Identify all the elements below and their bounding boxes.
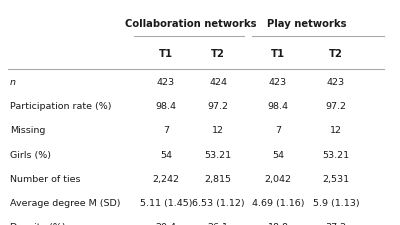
Text: 7: 7: [275, 126, 281, 135]
Text: 423: 423: [157, 78, 175, 87]
Text: 97.2: 97.2: [208, 102, 228, 111]
Text: Average degree M (SD): Average degree M (SD): [10, 199, 120, 208]
Text: Girls (%): Girls (%): [10, 151, 51, 160]
Text: 53.21: 53.21: [204, 151, 232, 160]
Text: 424: 424: [209, 78, 227, 87]
Text: 54: 54: [160, 151, 172, 160]
Text: 54: 54: [272, 151, 284, 160]
Text: 5.11 (1.45): 5.11 (1.45): [140, 199, 192, 208]
Text: 98.4: 98.4: [268, 102, 288, 111]
Text: T2: T2: [211, 49, 225, 59]
Text: Number of ties: Number of ties: [10, 175, 80, 184]
Text: 6.53 (1.12): 6.53 (1.12): [192, 199, 244, 208]
Text: 5.9 (1.13): 5.9 (1.13): [313, 199, 359, 208]
Text: 2,242: 2,242: [152, 175, 180, 184]
Text: 12: 12: [330, 126, 342, 135]
Text: 7: 7: [163, 126, 169, 135]
Text: Participation rate (%): Participation rate (%): [10, 102, 112, 111]
Text: 2,531: 2,531: [322, 175, 350, 184]
Text: Play networks: Play networks: [268, 19, 347, 29]
Text: Missing: Missing: [10, 126, 45, 135]
Text: 20.4: 20.4: [156, 223, 176, 225]
Text: 18.8: 18.8: [268, 223, 288, 225]
Text: T1: T1: [159, 49, 173, 59]
Text: 2,042: 2,042: [264, 175, 292, 184]
Text: 98.4: 98.4: [156, 102, 176, 111]
Text: Density (%): Density (%): [10, 223, 66, 225]
Text: 12: 12: [212, 126, 224, 135]
Text: 2,815: 2,815: [204, 175, 232, 184]
Text: 26.1: 26.1: [208, 223, 228, 225]
Text: 53.21: 53.21: [322, 151, 350, 160]
Text: Collaboration networks: Collaboration networks: [126, 19, 257, 29]
Text: 37.2: 37.2: [326, 223, 346, 225]
Text: 97.2: 97.2: [326, 102, 346, 111]
Text: n: n: [10, 78, 16, 87]
Text: 423: 423: [269, 78, 287, 87]
Text: 423: 423: [327, 78, 345, 87]
Text: T1: T1: [271, 49, 285, 59]
Text: 4.69 (1.16): 4.69 (1.16): [252, 199, 304, 208]
Text: T2: T2: [329, 49, 343, 59]
